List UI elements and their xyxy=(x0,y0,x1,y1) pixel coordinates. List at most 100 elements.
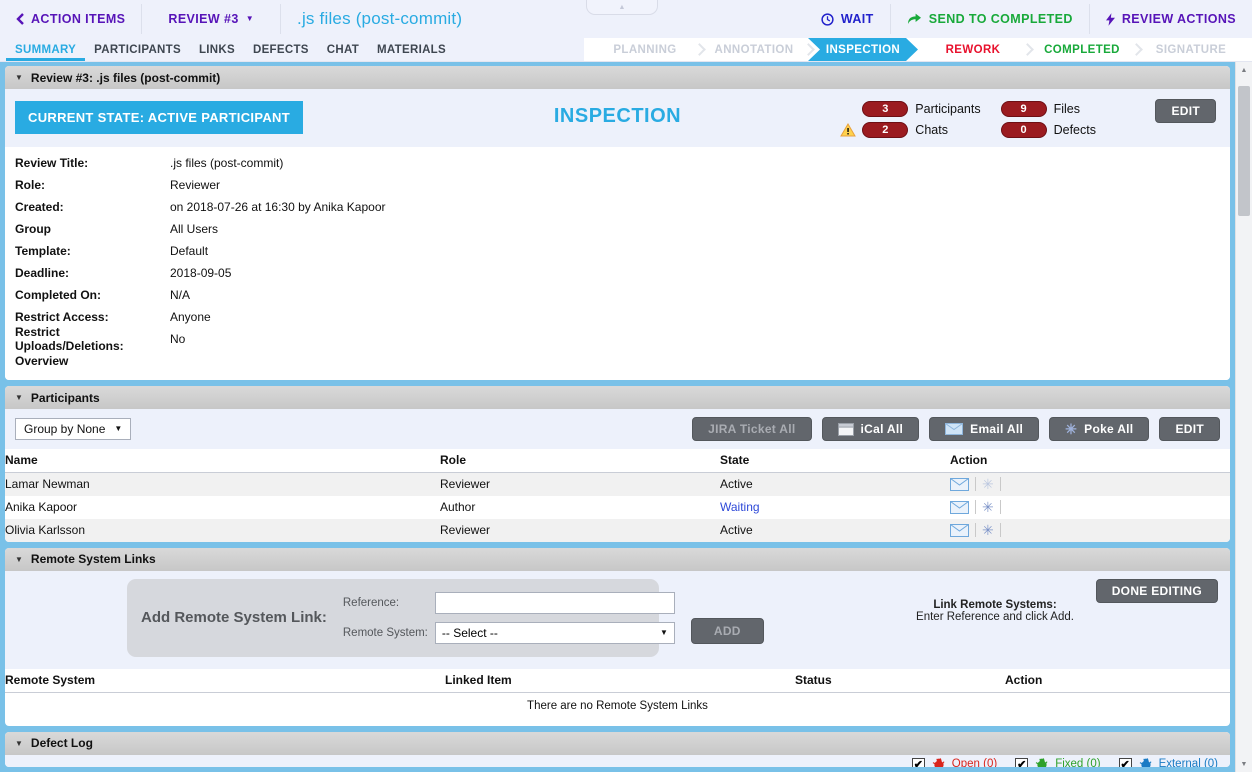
reference-input[interactable] xyxy=(434,591,675,614)
tab-links[interactable]: LINKS xyxy=(198,43,235,56)
field-restrict-access: Restrict Access: Anyone xyxy=(5,306,1230,328)
email-participant-button[interactable] xyxy=(950,523,969,537)
remote-links-help: Link Remote Systems: Enter Reference and… xyxy=(865,599,1125,623)
edit-review-button[interactable]: EDIT xyxy=(1155,99,1216,123)
remote-links-help-text: Enter Reference and click Add. xyxy=(916,610,1074,623)
tab-summary[interactable]: SUMMARY xyxy=(6,38,85,61)
clock-icon xyxy=(821,12,834,26)
remote-system-row: Remote System: -- Select -- ▼ xyxy=(342,621,675,644)
edit-participants-button[interactable]: EDIT xyxy=(1159,417,1220,441)
field-value: Reviewer xyxy=(170,178,221,192)
defect-log-section-header[interactable]: ▼ Defect Log xyxy=(5,731,1230,755)
fixed-checkbox[interactable]: ✔ xyxy=(1015,757,1029,767)
remote-links-section-header[interactable]: ▼ Remote System Links xyxy=(5,547,1230,571)
action-items-label: ACTION ITEMS xyxy=(31,12,126,26)
stage-signature: SIGNATURE xyxy=(1155,43,1227,56)
field-label: Overview xyxy=(15,354,69,368)
defects-count-label: Defects xyxy=(1053,123,1096,137)
open-checkbox[interactable]: ✔ xyxy=(911,757,925,767)
participants-panel: ▼ Participants Group by None ▼ JIRA Tick… xyxy=(5,386,1230,542)
defect-log-section-title: Defect Log xyxy=(30,736,93,750)
remote-links-section-title: Remote System Links xyxy=(30,552,156,566)
poke-participant-button[interactable]: ✳ xyxy=(982,523,994,537)
participant-state: Active xyxy=(720,477,753,492)
tab-materials[interactable]: MATERIALS xyxy=(377,43,446,56)
add-remote-link-button[interactable]: ADD xyxy=(690,617,764,644)
envelope-icon xyxy=(950,523,969,537)
chevron-left-icon xyxy=(16,13,24,25)
jira-ticket-all-button[interactable]: JIRA Ticket All xyxy=(692,417,812,441)
summary-panel: ▼ Review #3: .js files (post-commit) INS… xyxy=(5,66,1230,380)
files-count-label: Files xyxy=(1053,102,1081,116)
remote-system-label: Remote System: xyxy=(342,626,428,639)
participants-section-header[interactable]: ▼ Participants xyxy=(5,386,1230,409)
review-actions-button[interactable]: REVIEW ACTIONS xyxy=(1090,0,1252,38)
filter-open-defects[interactable]: ✔ Open (0) xyxy=(911,757,997,767)
participant-role: Author xyxy=(440,500,476,514)
summary-section-header[interactable]: ▼ Review #3: .js files (post-commit) xyxy=(5,66,1230,89)
tab-defects[interactable]: DEFECTS xyxy=(252,43,309,56)
participant-actions: ✳ xyxy=(950,523,1230,537)
review-menu-button[interactable]: REVIEW #3 ▼ xyxy=(142,0,280,38)
collapse-toolbar-button[interactable]: ▲ xyxy=(586,0,658,15)
filter-fixed-defects[interactable]: ✔ Fixed (0) xyxy=(1015,757,1101,767)
poke-participant-button[interactable]: ✳ xyxy=(982,500,994,514)
review-title: .js files (post-commit) xyxy=(297,9,463,28)
field-label: Role: xyxy=(15,178,45,192)
email-participant-button[interactable] xyxy=(950,500,969,514)
wait-label: WAIT xyxy=(840,12,874,26)
envelope-icon xyxy=(950,500,969,514)
field-role: Role: Reviewer xyxy=(5,174,1230,196)
participants-count-badge[interactable]: 3 xyxy=(862,101,909,117)
current-state-badge: CURRENT STATE: ACTIVE PARTICIPANT xyxy=(15,101,303,134)
toolbar-actions: WAIT SEND TO COMPLETED REVIEW ACTIONS xyxy=(805,0,1252,38)
tab-chat[interactable]: CHAT xyxy=(326,43,360,56)
remote-system-select-value: -- Select -- xyxy=(441,625,498,640)
field-created: Created: on 2018-07-26 at 16:30 by Anika… xyxy=(5,196,1230,218)
poke-icon: ✳ xyxy=(982,499,994,515)
group-by-value: Group by None xyxy=(24,422,106,436)
participant-state-link[interactable]: Waiting xyxy=(720,500,760,514)
vertical-scrollbar[interactable]: ▲ ▼ xyxy=(1235,62,1252,772)
poke-icon: ✳ xyxy=(1065,421,1078,437)
participant-role: Reviewer xyxy=(440,477,491,492)
field-overview: Overview xyxy=(5,350,1230,372)
files-count-badge[interactable]: 9 xyxy=(1000,101,1047,117)
action-items-button[interactable]: ACTION ITEMS xyxy=(0,0,141,38)
remote-links-panel: ▼ Remote System Links Add Remote System … xyxy=(5,547,1230,726)
field-value: on 2018-07-26 at 16:30 by Anika Kapoor xyxy=(170,200,386,214)
divider xyxy=(280,4,282,34)
tabs: SUMMARY PARTICIPANTS LINKS DEFECTS CHAT … xyxy=(0,38,455,61)
remote-system-select[interactable]: -- Select -- ▼ xyxy=(434,621,675,644)
group-by-select[interactable]: Group by None ▼ xyxy=(15,418,132,440)
chats-count-badge[interactable]: 2 xyxy=(862,122,909,138)
wait-button[interactable]: WAIT xyxy=(805,0,890,38)
scroll-down-button[interactable]: ▼ xyxy=(1240,760,1248,768)
scroll-up-button[interactable]: ▲ xyxy=(1240,66,1248,74)
field-group: Group All Users xyxy=(5,218,1230,240)
participants-table: Name Role State Action Lamar Newman Revi… xyxy=(5,449,1230,542)
divider xyxy=(1088,4,1090,34)
participant-state: Active xyxy=(720,523,753,537)
poke-all-button[interactable]: ✳ Poke All xyxy=(1049,417,1150,441)
main-content: ▼ Review #3: .js files (post-commit) INS… xyxy=(0,62,1235,772)
defect-log-panel: ▼ Defect Log ✔ Open (0) ✔ xyxy=(5,731,1230,767)
field-label: Review Title: xyxy=(15,156,89,170)
caret-down-icon: ▼ xyxy=(659,627,668,637)
participant-name: Anika Kapoor xyxy=(5,500,78,514)
section-collapse-icon: ▼ xyxy=(15,73,23,82)
email-participant-button[interactable] xyxy=(950,477,969,491)
external-checkbox[interactable]: ✔ xyxy=(1118,757,1132,767)
field-value: N/A xyxy=(170,288,191,302)
defects-count-badge[interactable]: 0 xyxy=(1000,122,1047,138)
send-to-completed-button[interactable]: SEND TO COMPLETED xyxy=(891,0,1089,38)
ical-all-button[interactable]: iCal All xyxy=(821,417,920,441)
section-collapse-icon: ▼ xyxy=(15,393,23,402)
email-all-button[interactable]: Email All xyxy=(929,417,1040,441)
filter-external-defects[interactable]: ✔ External (0) xyxy=(1118,757,1218,767)
scrollbar-thumb[interactable] xyxy=(1238,86,1250,216)
tab-participants[interactable]: PARTICIPANTS xyxy=(94,43,181,56)
stage-completed: COMPLETED xyxy=(1044,43,1120,56)
done-editing-button[interactable]: DONE EDITING xyxy=(1095,578,1218,603)
stage-annotation: ANNOTATION xyxy=(714,43,794,56)
